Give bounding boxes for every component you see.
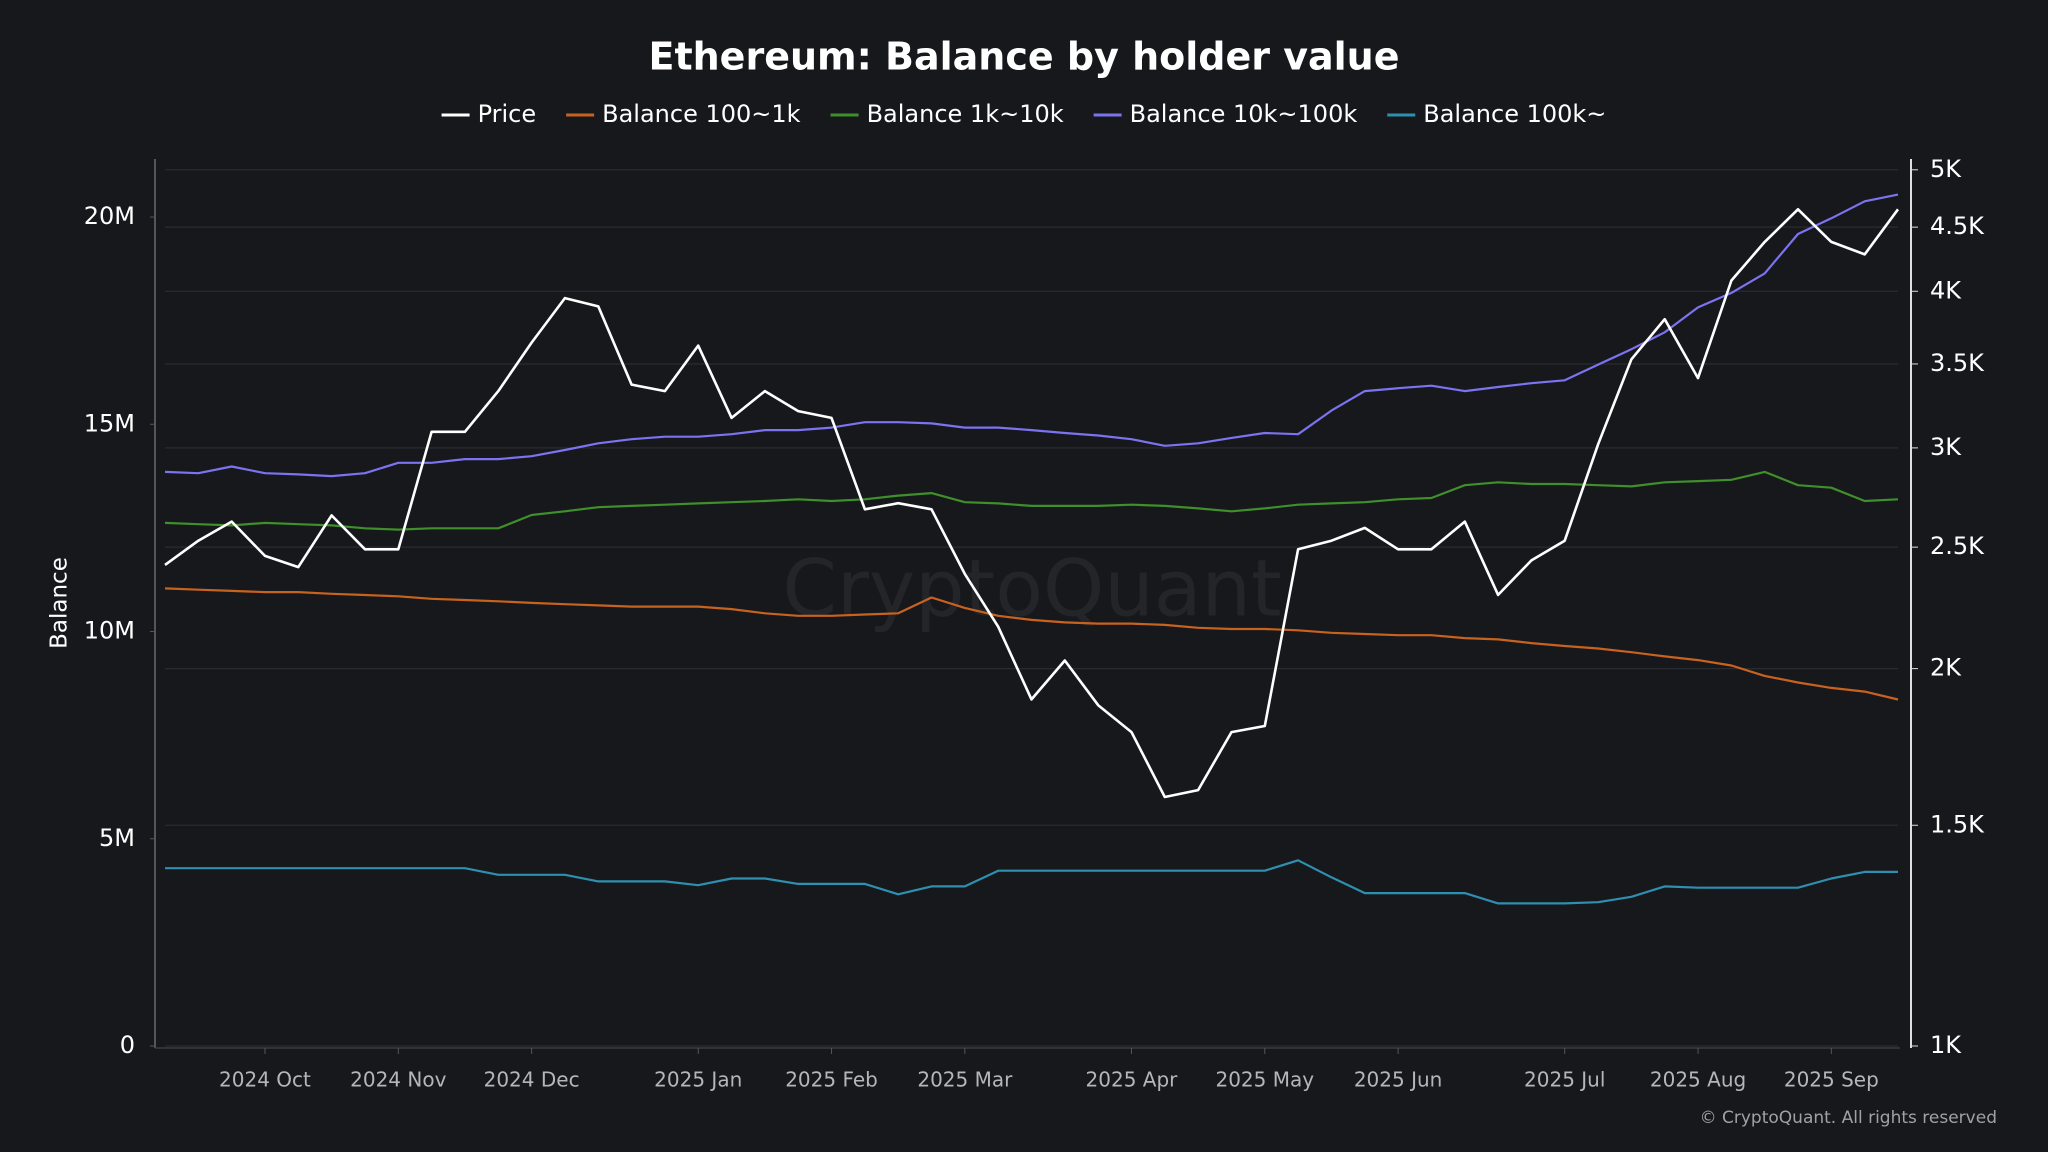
- y2-tick-label: 2.5K: [1930, 532, 1985, 560]
- series-line: [164, 470, 1899, 531]
- legend-item: Balance 100~1k: [566, 100, 801, 128]
- legend-item: Price: [441, 100, 537, 128]
- legend-label: Balance 100k~: [1423, 100, 1606, 128]
- y2-tick-label: 2K: [1930, 654, 1962, 682]
- x-tick-label: 2025 Feb: [785, 1068, 878, 1092]
- y2-tick-label: 3.5K: [1930, 349, 1985, 377]
- x-tick-label: 2024 Dec: [484, 1068, 580, 1092]
- legend: Price Balance 100~1k Balance 1k~10k Balance…: [441, 100, 1606, 128]
- y-axis-label: Balance: [47, 557, 73, 649]
- y2-tick-label: 5K: [1930, 155, 1962, 183]
- y2-tick-label: 1K: [1930, 1031, 1962, 1059]
- series-line: [165, 859, 1898, 905]
- y-tick-label: 15M: [84, 409, 135, 437]
- y2-tick-label: 3K: [1930, 433, 1962, 461]
- legend-label: Balance 10k~100k: [1130, 100, 1358, 128]
- y2-tick-label: 4K: [1930, 276, 1962, 304]
- x-tick-label: 2024 Oct: [219, 1068, 311, 1092]
- y2-tick-label: 1.5K: [1930, 810, 1985, 838]
- y-tick-label: 10M: [84, 617, 135, 645]
- chart-title: Ethereum: Balance by holder value: [649, 35, 1400, 79]
- source-note: © CryptoQuant. All rights reserved: [1700, 1108, 1997, 1128]
- y-tick-label: 0: [120, 1031, 135, 1059]
- legend-label: Balance 1k~10k: [867, 100, 1064, 128]
- legend-item: Balance 10k~100k: [1093, 100, 1358, 128]
- series-line: [164, 193, 1899, 478]
- x-tick-label: 2025 Sep: [1784, 1068, 1879, 1092]
- y-tick-label: 5M: [99, 824, 135, 852]
- x-tick-label: 2025 May: [1215, 1068, 1314, 1092]
- series-line: [164, 208, 1900, 799]
- legend-item: Balance 1k~10k: [830, 100, 1064, 128]
- legend-item: Balance 100k~: [1387, 100, 1606, 128]
- x-tick-label: 2025 Apr: [1086, 1068, 1179, 1092]
- y2-tick-label: 4.5K: [1930, 212, 1985, 240]
- x-tick-label: 2025 Jul: [1524, 1068, 1605, 1092]
- legend-label: Price: [478, 100, 537, 128]
- x-tick-label: 2025 Aug: [1650, 1068, 1746, 1092]
- series-line: [164, 587, 1899, 701]
- x-tick-label: 2025 Jun: [1354, 1068, 1443, 1092]
- x-tick-label: 2025 Jan: [654, 1068, 742, 1092]
- x-tick-label: 2025 Mar: [917, 1068, 1013, 1092]
- legend-label: Balance 100~1k: [602, 100, 801, 128]
- x-tick-label: 2024 Nov: [350, 1068, 446, 1092]
- y-tick-label: 20M: [84, 202, 135, 230]
